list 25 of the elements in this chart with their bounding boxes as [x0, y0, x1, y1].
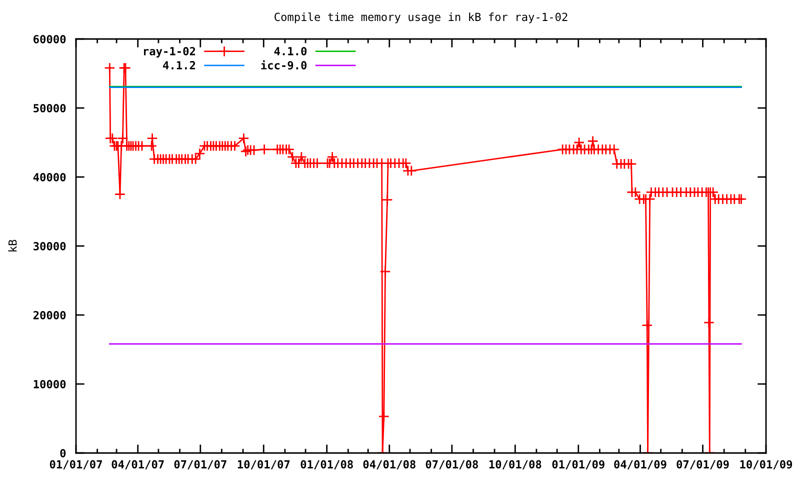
- y-tick-label: 30000: [34, 242, 66, 250]
- x-tick-label: 07/01/09: [676, 460, 729, 470]
- x-tick-label: 04/01/07: [112, 460, 164, 470]
- x-tick-label: 04/01/08: [363, 460, 416, 470]
- chart-title: Compile time memory usage in kB for ray-1-02: [274, 12, 568, 24]
- x-tick-label: 10/01/07: [238, 460, 290, 470]
- x-tick-label: 07/01/07: [174, 460, 226, 470]
- y-tick-label: 60000: [34, 34, 66, 44]
- legend-label: 4.1.2: [163, 61, 196, 70]
- legend-label: ray-1-02: [144, 46, 196, 58]
- y-tick-label: 40000: [33, 172, 66, 182]
- y-tick-label: 0: [60, 448, 66, 458]
- x-tick-label: 04/01/09: [614, 460, 666, 470]
- y-axis-title: kB: [8, 240, 17, 252]
- x-tick-label: 10/01/09: [740, 460, 792, 470]
- y-tick-label: 10000: [34, 380, 66, 388]
- x-tick-label: 01/01/09: [552, 460, 604, 470]
- x-tick-label: 01/01/07: [50, 460, 102, 470]
- x-tick-label: 07/01/08: [426, 460, 478, 470]
- x-tick-label: 01/01/08: [300, 460, 353, 470]
- legend-label: icc-9.0: [261, 60, 307, 70]
- y-tick-label: 50000: [34, 104, 66, 112]
- x-tick-label: 10/01/08: [489, 460, 542, 470]
- legend-label: 4.1.0: [274, 46, 307, 56]
- y-tick-label: 20000: [33, 310, 66, 320]
